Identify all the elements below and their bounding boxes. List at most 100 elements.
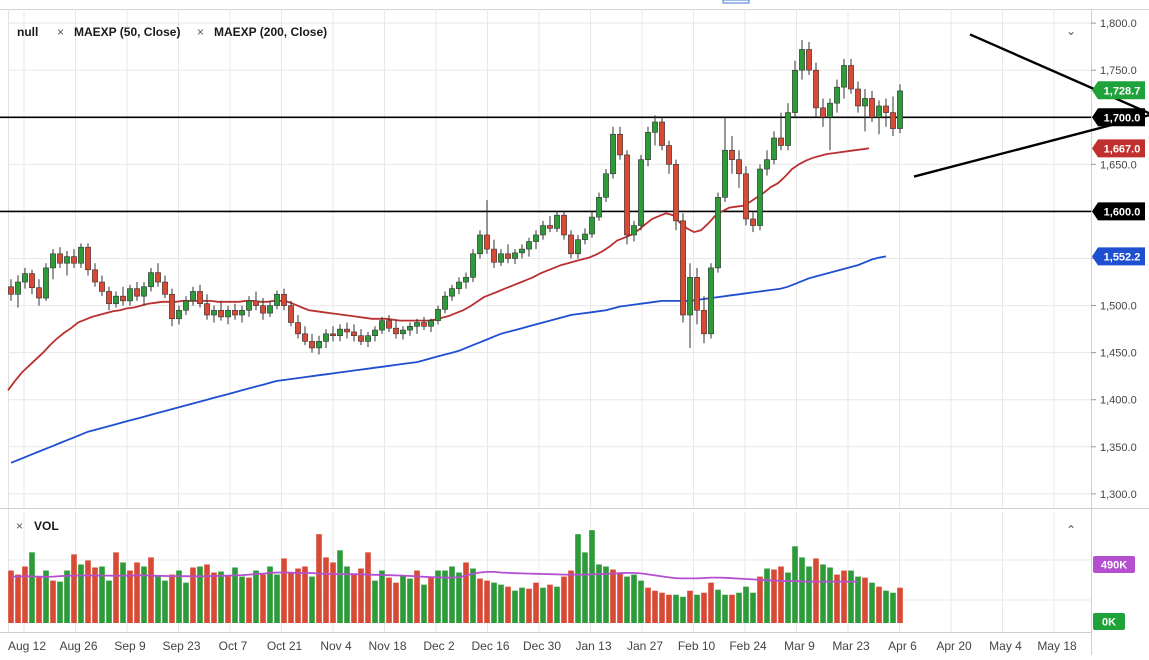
candle-body [183, 300, 189, 311]
candle [15, 275, 21, 308]
remove-ma50-icon[interactable]: × [57, 25, 64, 39]
candle [449, 284, 455, 301]
volume-bar [722, 594, 728, 623]
candle-body [162, 281, 168, 295]
volume-bar [155, 575, 161, 623]
candle-body [309, 341, 315, 349]
candle-body [57, 253, 63, 264]
candle-body [407, 325, 413, 331]
remove-volume-icon[interactable]: × [16, 519, 23, 533]
x-tick-label: Feb 24 [729, 639, 767, 653]
volume-bar [813, 558, 819, 623]
candle [421, 316, 427, 331]
candle [113, 291, 119, 308]
volume-bar [603, 566, 609, 623]
x-tick-label: Mar 9 [784, 639, 815, 653]
candle [813, 62, 819, 118]
candle-body [351, 331, 357, 337]
candle [897, 84, 903, 134]
candle [876, 100, 882, 135]
triangle-upper-line [969, 33, 1149, 115]
y-tick-label: 1,650.0 [1100, 159, 1137, 171]
volume-bar [687, 590, 693, 623]
volume-bar [582, 552, 588, 623]
chevron-up-icon[interactable]: ⌃ [1066, 523, 1076, 537]
candle [687, 263, 693, 348]
volume-bar [323, 557, 329, 623]
volume-bar [393, 582, 399, 623]
candle-body [323, 333, 329, 342]
candle-body [526, 241, 532, 250]
volume-bar [638, 580, 644, 623]
volume-bar [407, 578, 413, 623]
candle [414, 318, 420, 334]
volume-bar [883, 590, 889, 623]
volume-bar [771, 569, 777, 623]
volume-bar [309, 576, 315, 623]
candle [50, 249, 56, 280]
volume-bar [85, 560, 91, 623]
volume-bar [610, 569, 616, 623]
x-tick-label: Mar 23 [832, 639, 870, 653]
price-tag-text: 1,728.7 [1104, 85, 1141, 97]
volume-bar [225, 575, 231, 623]
candle [799, 40, 805, 80]
candle [393, 320, 399, 339]
candle [477, 230, 483, 259]
volume-bar [253, 570, 259, 623]
candle [722, 117, 728, 203]
candle-body [652, 121, 658, 133]
candle [701, 296, 707, 344]
candle-body [589, 216, 595, 235]
volume-bar [183, 582, 189, 623]
candle-body [414, 322, 420, 327]
volume-bar [694, 594, 700, 623]
volume-bar [750, 592, 756, 623]
symbol-label[interactable]: null [17, 25, 38, 39]
candle-body [274, 293, 280, 306]
volume-bar [841, 570, 847, 623]
candle [736, 150, 742, 188]
volume-bar [302, 566, 308, 623]
remove-ma200-icon[interactable]: × [197, 25, 204, 39]
volume-bar [106, 580, 112, 623]
volume-bar [561, 576, 567, 623]
candle-body [463, 277, 469, 283]
candle [358, 329, 364, 346]
volume-bar [589, 530, 595, 623]
volume-bar [827, 567, 833, 623]
candle-body [715, 197, 721, 269]
candle-body [848, 65, 854, 90]
volume-bar [736, 592, 742, 623]
volume-bar [36, 576, 42, 623]
candle [155, 263, 161, 287]
chevron-down-icon[interactable]: ⌄ [1066, 24, 1076, 38]
study-ma50[interactable]: × MAEXP (50, Close) [57, 25, 180, 39]
volume-bar [596, 564, 602, 623]
candle-body [806, 49, 812, 71]
candle-body [638, 159, 644, 226]
candle-body [428, 320, 434, 327]
x-tick-label: Nov 4 [320, 639, 352, 653]
candle [708, 263, 714, 339]
volume-bar [463, 562, 469, 623]
volume-bar [729, 594, 735, 623]
candle [400, 326, 406, 340]
candle-body [757, 168, 763, 226]
study-ma200[interactable]: × MAEXP (200, Close) [197, 25, 327, 39]
volume-avg-tag-text: 490K [1101, 560, 1127, 572]
candle-body [519, 248, 525, 254]
candle [176, 305, 182, 325]
candle-body [743, 173, 749, 220]
volume-bar [337, 550, 343, 623]
volume-bar [218, 571, 224, 623]
y-tick-label: 1,350.0 [1100, 442, 1137, 454]
candle [582, 228, 588, 245]
candle [288, 300, 294, 327]
candle-body [134, 288, 140, 297]
volume-bar [134, 562, 140, 623]
candle-body [869, 98, 875, 118]
volume-bar [15, 574, 21, 623]
candle [330, 326, 336, 342]
